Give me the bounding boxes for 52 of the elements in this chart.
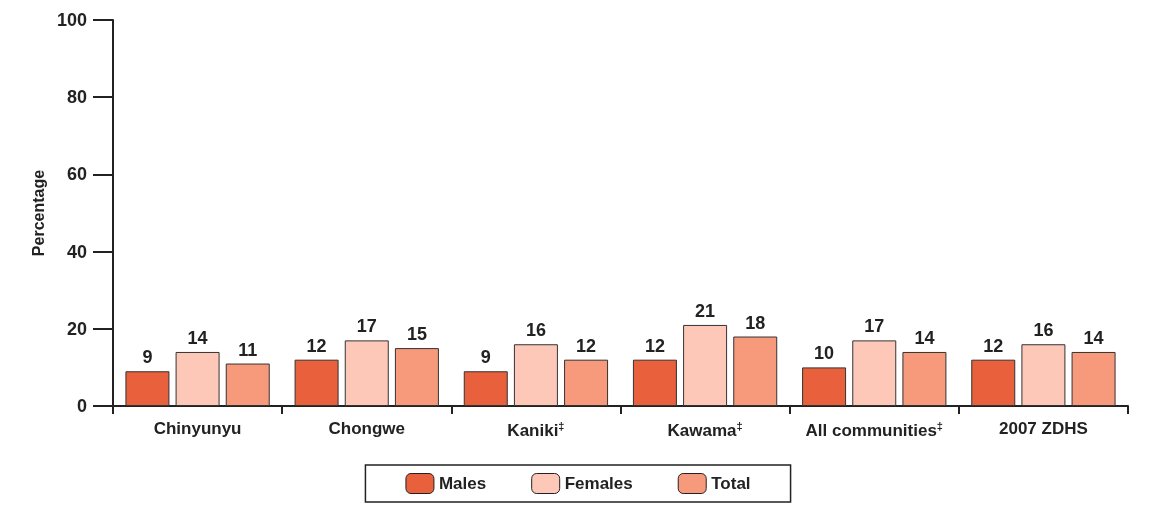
y-tick-label: 80 (66, 87, 87, 108)
x-tick-label: 2007 ZDHS (999, 419, 1088, 438)
x-tick-label: All communities‡ (805, 419, 943, 440)
bar (1021, 344, 1066, 406)
bar (294, 359, 339, 406)
data-label: 15 (406, 324, 427, 345)
x-tick-label: Chinyunyu (153, 419, 242, 438)
y-axis-title: Percentage (29, 169, 47, 257)
data-label: 17 (864, 316, 885, 337)
bar (394, 348, 439, 406)
data-label: 12 (983, 335, 1004, 356)
data-label: 14 (187, 327, 208, 348)
data-label: 12 (576, 335, 597, 356)
bar (632, 359, 677, 406)
bar (971, 359, 1016, 406)
bar (733, 336, 778, 406)
y-tick-label: 40 (66, 241, 87, 262)
legend-label: Females (564, 474, 633, 493)
y-tick-label: 20 (66, 318, 87, 339)
x-tick-label: Chongwe (328, 419, 405, 438)
data-label: 16 (1033, 320, 1054, 341)
data-label: 16 (525, 320, 546, 341)
bar (802, 367, 847, 406)
data-label: 18 (745, 312, 766, 333)
x-tick-label: Kaniki‡ (507, 419, 565, 440)
bar (1071, 351, 1116, 406)
data-label: 9 (142, 347, 153, 368)
legend-label: Total (711, 474, 751, 493)
data-label: 17 (356, 316, 377, 337)
bar (175, 351, 220, 406)
bar (564, 359, 609, 406)
y-tick-label: 60 (66, 164, 87, 185)
data-label: 9 (480, 347, 491, 368)
data-label: 12 (306, 335, 327, 356)
bar (125, 371, 170, 406)
data-label: 11 (238, 339, 258, 360)
y-tick-label: 100 (56, 10, 87, 30)
bar (513, 344, 558, 406)
data-label: 21 (695, 300, 716, 321)
bar (852, 340, 897, 406)
data-label: 14 (914, 327, 935, 348)
bar (902, 351, 947, 406)
data-label: 10 (814, 343, 835, 364)
bar (344, 340, 389, 406)
bar (683, 324, 728, 406)
bar (463, 371, 508, 406)
data-label: 14 (1083, 327, 1104, 348)
legend-label: Males (438, 474, 487, 493)
data-label: 12 (644, 335, 665, 356)
x-tick-label: Kawama‡ (667, 419, 743, 440)
bar (225, 363, 270, 406)
y-tick-label: 0 (76, 396, 87, 416)
